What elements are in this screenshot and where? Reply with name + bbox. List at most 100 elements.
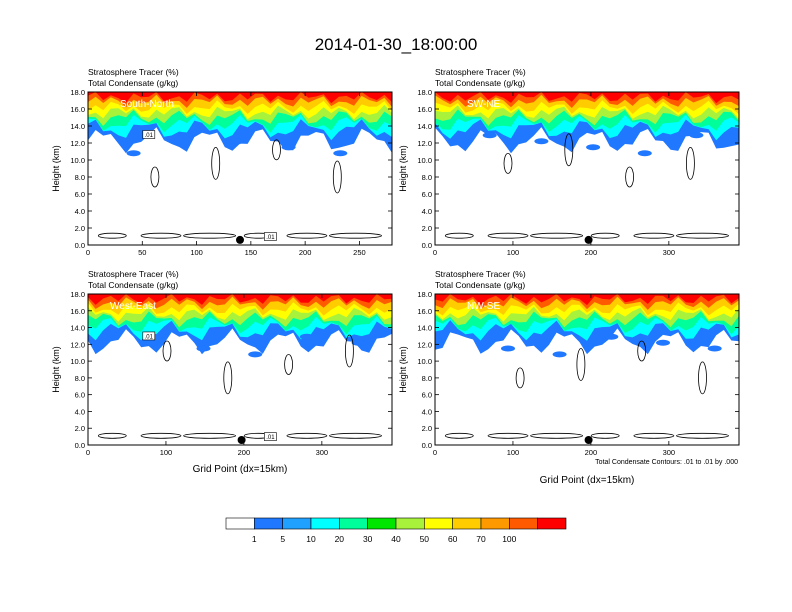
contour-loop xyxy=(329,432,382,439)
tracer-blob xyxy=(351,339,366,346)
y-tick-label: 2.0 xyxy=(75,224,85,233)
x-tick-label: 300 xyxy=(663,448,676,457)
y-tick-label: 0.0 xyxy=(75,241,85,250)
y-tick-label: 10.0 xyxy=(417,156,432,165)
contour-loop xyxy=(633,432,675,439)
tracer-field xyxy=(435,294,739,358)
tracer-field xyxy=(88,294,392,358)
contour-loop xyxy=(503,152,513,174)
tracer-blob xyxy=(482,132,497,139)
y-tick-label: 0.0 xyxy=(422,241,432,250)
colorbar-label: 50 xyxy=(420,534,430,544)
contour-loop xyxy=(590,232,620,239)
tracer-blob xyxy=(333,150,348,157)
panel-title-line2: Total Condensate (g/kg) xyxy=(88,280,178,290)
contour-loop xyxy=(183,232,237,239)
contour-loop xyxy=(564,133,574,167)
y-axis-label: Height (km) xyxy=(51,145,61,192)
x-tick-label: 300 xyxy=(316,448,329,457)
x-tick-label: 100 xyxy=(507,448,520,457)
x-tick-label: 200 xyxy=(585,248,598,257)
y-tick-label: 16.0 xyxy=(70,307,85,316)
tracer-blob xyxy=(637,150,652,157)
y-tick-label: 18.0 xyxy=(70,88,85,97)
contour-loop xyxy=(162,340,172,362)
x-tick-label: 200 xyxy=(238,448,251,457)
contour-loop xyxy=(633,232,675,239)
y-tick-label: 14.0 xyxy=(417,122,432,131)
tracer-blob xyxy=(534,138,549,145)
contour-label-box xyxy=(142,130,156,139)
tracer-blob xyxy=(604,333,619,340)
colorbar-label: 20 xyxy=(335,534,345,544)
x-tick-label: 0 xyxy=(433,448,437,457)
y-tick-label: 10.0 xyxy=(70,156,85,165)
tracer-blob xyxy=(689,132,704,139)
x-tick-label: 0 xyxy=(86,248,90,257)
panel-title-line1: Stratosphere Tracer (%) xyxy=(435,67,526,77)
contour-label-box xyxy=(264,232,277,241)
y-tick-label: 2.0 xyxy=(422,424,432,433)
colorbar-swatch xyxy=(367,517,397,530)
colorbar-label: 5 xyxy=(280,534,285,544)
tracer-band xyxy=(435,92,739,104)
contour-loop xyxy=(272,139,281,161)
y-tick-label: 8.0 xyxy=(75,173,85,182)
contour-loop xyxy=(530,432,583,439)
tracer-blob xyxy=(707,345,722,352)
condensate-contours xyxy=(444,340,729,439)
colorbar-swatch xyxy=(225,517,255,530)
y-tick-label: 14.0 xyxy=(70,324,85,333)
contour-loop xyxy=(140,232,182,239)
x-tick-label: 50 xyxy=(138,248,146,257)
contour-loop xyxy=(286,432,328,439)
panel-label: NW-SE xyxy=(467,301,500,312)
plot-frame xyxy=(434,91,740,246)
contour-loop xyxy=(590,432,620,439)
tracer-blob xyxy=(552,351,567,358)
tracer-band xyxy=(88,92,392,104)
panel-title-line1: Stratosphere Tracer (%) xyxy=(435,269,526,279)
colorbar-swatch xyxy=(282,517,312,530)
panel-label: West-East xyxy=(110,301,156,312)
colorbar-label: 70 xyxy=(476,534,486,544)
y-tick-label: 8.0 xyxy=(422,374,432,383)
x-tick-label: 200 xyxy=(585,448,598,457)
y-tick-label: 4.0 xyxy=(422,207,432,216)
colorbar-swatch xyxy=(310,517,340,530)
tracer-blob xyxy=(196,345,211,352)
contour-loop xyxy=(530,232,583,239)
y-tick-label: 2.0 xyxy=(75,424,85,433)
colorbar-swatch xyxy=(254,517,283,530)
x-tick-label: 200 xyxy=(299,248,312,257)
x-tick-label: 100 xyxy=(190,248,203,257)
contour-label-box xyxy=(264,432,277,441)
panel-3: .01 .01 West-East Stratosphere Tracer (%)To… xyxy=(51,269,393,475)
contour-note: Total Condensate Contours: .01 to .01 by… xyxy=(595,459,738,466)
contour-loop xyxy=(487,232,529,239)
x-tick-label: 100 xyxy=(507,248,520,257)
y-tick-label: 4.0 xyxy=(75,207,85,216)
tracer-blob xyxy=(126,150,141,157)
contour-loop xyxy=(329,232,382,239)
y-tick-label: 2.0 xyxy=(422,224,432,233)
tracer-field xyxy=(88,92,392,157)
condensate-contours xyxy=(444,133,729,239)
tracer-blob xyxy=(656,339,670,346)
tracer-blob xyxy=(501,345,515,352)
contour-loop xyxy=(140,432,182,439)
colorbar-label: 30 xyxy=(363,534,373,544)
tracer-blob xyxy=(230,138,244,145)
colorbar-swatch xyxy=(424,517,453,530)
tracer-field xyxy=(435,92,739,157)
x-tick-label: 250 xyxy=(353,248,366,257)
panel-title-line2: Total Condensate (g/kg) xyxy=(88,78,178,88)
panel-title-line2: Total Condensate (g/kg) xyxy=(435,78,525,88)
y-tick-label: 14.0 xyxy=(417,324,432,333)
contour-loop xyxy=(487,432,529,439)
colorbar-label: 1 xyxy=(252,534,257,544)
y-axis-label: Height (km) xyxy=(398,346,408,393)
y-axis-label: Height (km) xyxy=(398,145,408,192)
panel-title-line1: Stratosphere Tracer (%) xyxy=(88,67,179,77)
